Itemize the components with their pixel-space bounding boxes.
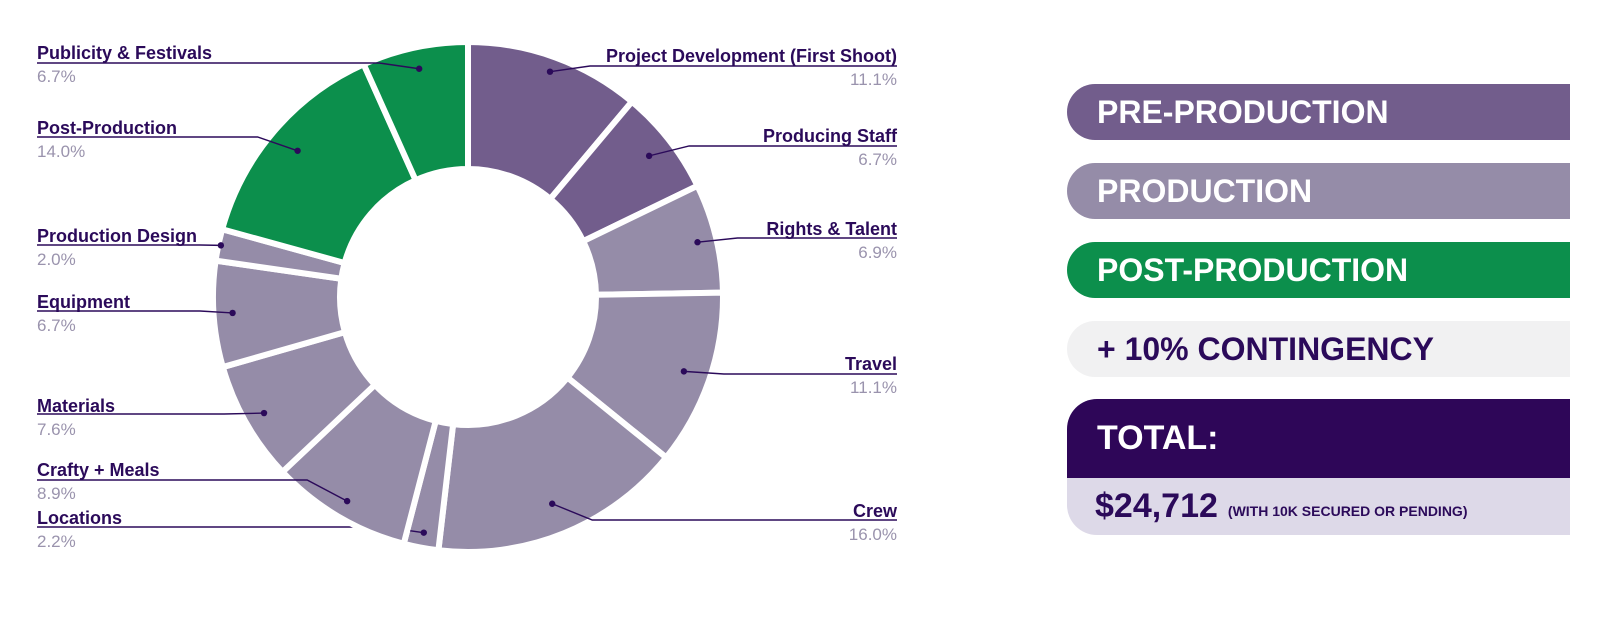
slice-label-equipment: Equipment	[37, 292, 130, 312]
leader-dot-publicity-festivals	[415, 65, 423, 72]
slice-pct-equipment: 6.7%	[37, 316, 76, 335]
total-amount: $24,712	[1095, 487, 1218, 525]
leader-line-equipment	[37, 310, 233, 314]
total-box: TOTAL: $24,712 (WITH 10K SECURED OR PEND…	[1067, 399, 1570, 535]
leader-line-project-development-first-shoot	[549, 65, 897, 73]
total-note: (WITH 10K SECURED OR PENDING)	[1227, 502, 1468, 519]
slice-label-rights-talent: Rights & Talent	[766, 219, 897, 239]
slice-pct-travel: 11.1%	[850, 378, 897, 397]
leader-line-publicity-festivals	[37, 62, 420, 70]
leader-dot-equipment	[229, 309, 236, 317]
legend-pre-production: PRE-PRODUCTION	[1067, 84, 1570, 140]
leader-line-post-production	[37, 136, 298, 152]
slice-label-producing-staff: Producing Staff	[763, 126, 897, 146]
leader-dot-crafty-meals	[343, 497, 351, 505]
leader-dot-materials	[260, 409, 268, 417]
slice-pct-post-production: 14.0%	[37, 142, 86, 161]
leader-dot-rights-talent	[694, 239, 701, 246]
slice-publicity-festivals	[360, 39, 471, 184]
slice-pct-producing-staff: 6.7%	[858, 150, 897, 169]
total-header: TOTAL:	[1067, 399, 1570, 478]
leader-dot-travel	[680, 368, 688, 375]
slice-pct-crew: 16.0%	[848, 525, 897, 544]
leader-line-materials	[37, 412, 265, 415]
leader-line-crew	[551, 503, 897, 521]
leader-dot-locations	[420, 529, 427, 536]
slice-label-crew: Crew	[852, 501, 897, 521]
leader-line-rights-talent	[697, 237, 897, 243]
leader-dot-post-production	[294, 147, 301, 154]
slice-label-materials: Materials	[37, 396, 116, 416]
legend-post-production: POST-PRODUCTION	[1067, 242, 1570, 298]
slice-label-locations: Locations	[37, 508, 123, 528]
legend-prod-label: PRODUCTION	[1097, 172, 1313, 209]
slice-label-post-production: Post-Production	[37, 118, 177, 138]
leader-dot-crew	[549, 500, 556, 507]
slice-pct-crafty-meals: 8.9%	[37, 484, 76, 503]
slice-pct-production-design: 2.0%	[37, 250, 76, 269]
leader-line-crafty-meals	[37, 479, 348, 502]
leader-dot-production-design	[217, 242, 225, 249]
total-label: TOTAL:	[1097, 419, 1219, 457]
slice-pct-locations: 2.2%	[37, 532, 76, 551]
slice-label-travel: Travel	[844, 354, 897, 374]
slice-pct-project-development-first-shoot: 11.1%	[850, 70, 897, 89]
legend-contingency-label: + 10% CONTINGENCY	[1097, 330, 1434, 367]
slice-pct-materials: 7.6%	[37, 420, 76, 439]
legend-pre-label: PRE-PRODUCTION	[1097, 93, 1389, 130]
leader-line-travel	[683, 370, 897, 375]
slice-label-production-design: Production Design	[37, 226, 198, 246]
total-footer: $24,712 (WITH 10K SECURED OR PENDING)	[1067, 478, 1570, 535]
slice-pct-publicity-festivals: 6.7%	[37, 67, 76, 86]
leader-line-producing-staff	[648, 145, 897, 157]
leader-dot-producing-staff	[645, 152, 653, 160]
legend-contingency: + 10% CONTINGENCY	[1067, 321, 1570, 377]
slice-label-publicity-festivals: Publicity & Festivals	[37, 43, 213, 63]
slice-post-production	[219, 61, 419, 266]
slice-pct-rights-talent: 6.9%	[858, 243, 897, 262]
slice-label-project-development-first-shoot: Project Development (First Shoot)	[605, 46, 897, 66]
legend-production: PRODUCTION	[1067, 163, 1570, 219]
slice-label-crafty-meals: Crafty + Meals	[37, 460, 160, 480]
leader-dot-project-development-first-shoot	[546, 68, 554, 75]
slice-crew	[435, 374, 670, 555]
legend-post-label: POST-PRODUCTION	[1097, 251, 1409, 288]
